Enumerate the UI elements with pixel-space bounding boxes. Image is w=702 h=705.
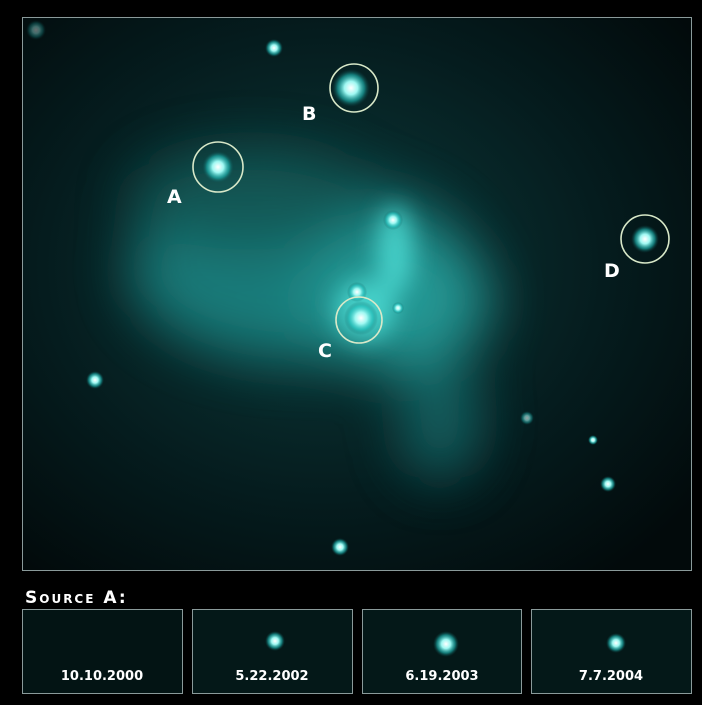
thumb-date: 5.22.2002 [235, 669, 308, 684]
source-circles [192, 63, 670, 344]
source-label: D [604, 260, 621, 282]
thumb-source [265, 631, 285, 651]
thumb-date: 6.19.2003 [405, 669, 478, 684]
source-label: C [318, 340, 333, 362]
thumbnail [192, 609, 353, 694]
source-circle [335, 296, 383, 344]
thumb-date: 7.7.2004 [579, 669, 643, 684]
source-circle [620, 214, 670, 264]
source-circle [329, 63, 379, 113]
source-label: B [302, 103, 317, 125]
thumb-date: 10.10.2000 [61, 669, 143, 684]
sky-image [23, 18, 691, 570]
thumb-source [606, 633, 626, 653]
thumbnail [22, 609, 183, 694]
thumbnails: 10.10.2000 5.22.2002 6.19.2003 7.7.2004 [22, 609, 692, 694]
caption: Source A: [25, 588, 128, 608]
image-frame [22, 17, 692, 571]
source-circle [192, 141, 244, 193]
source-label: A [167, 186, 183, 208]
thumb-source [433, 631, 459, 657]
